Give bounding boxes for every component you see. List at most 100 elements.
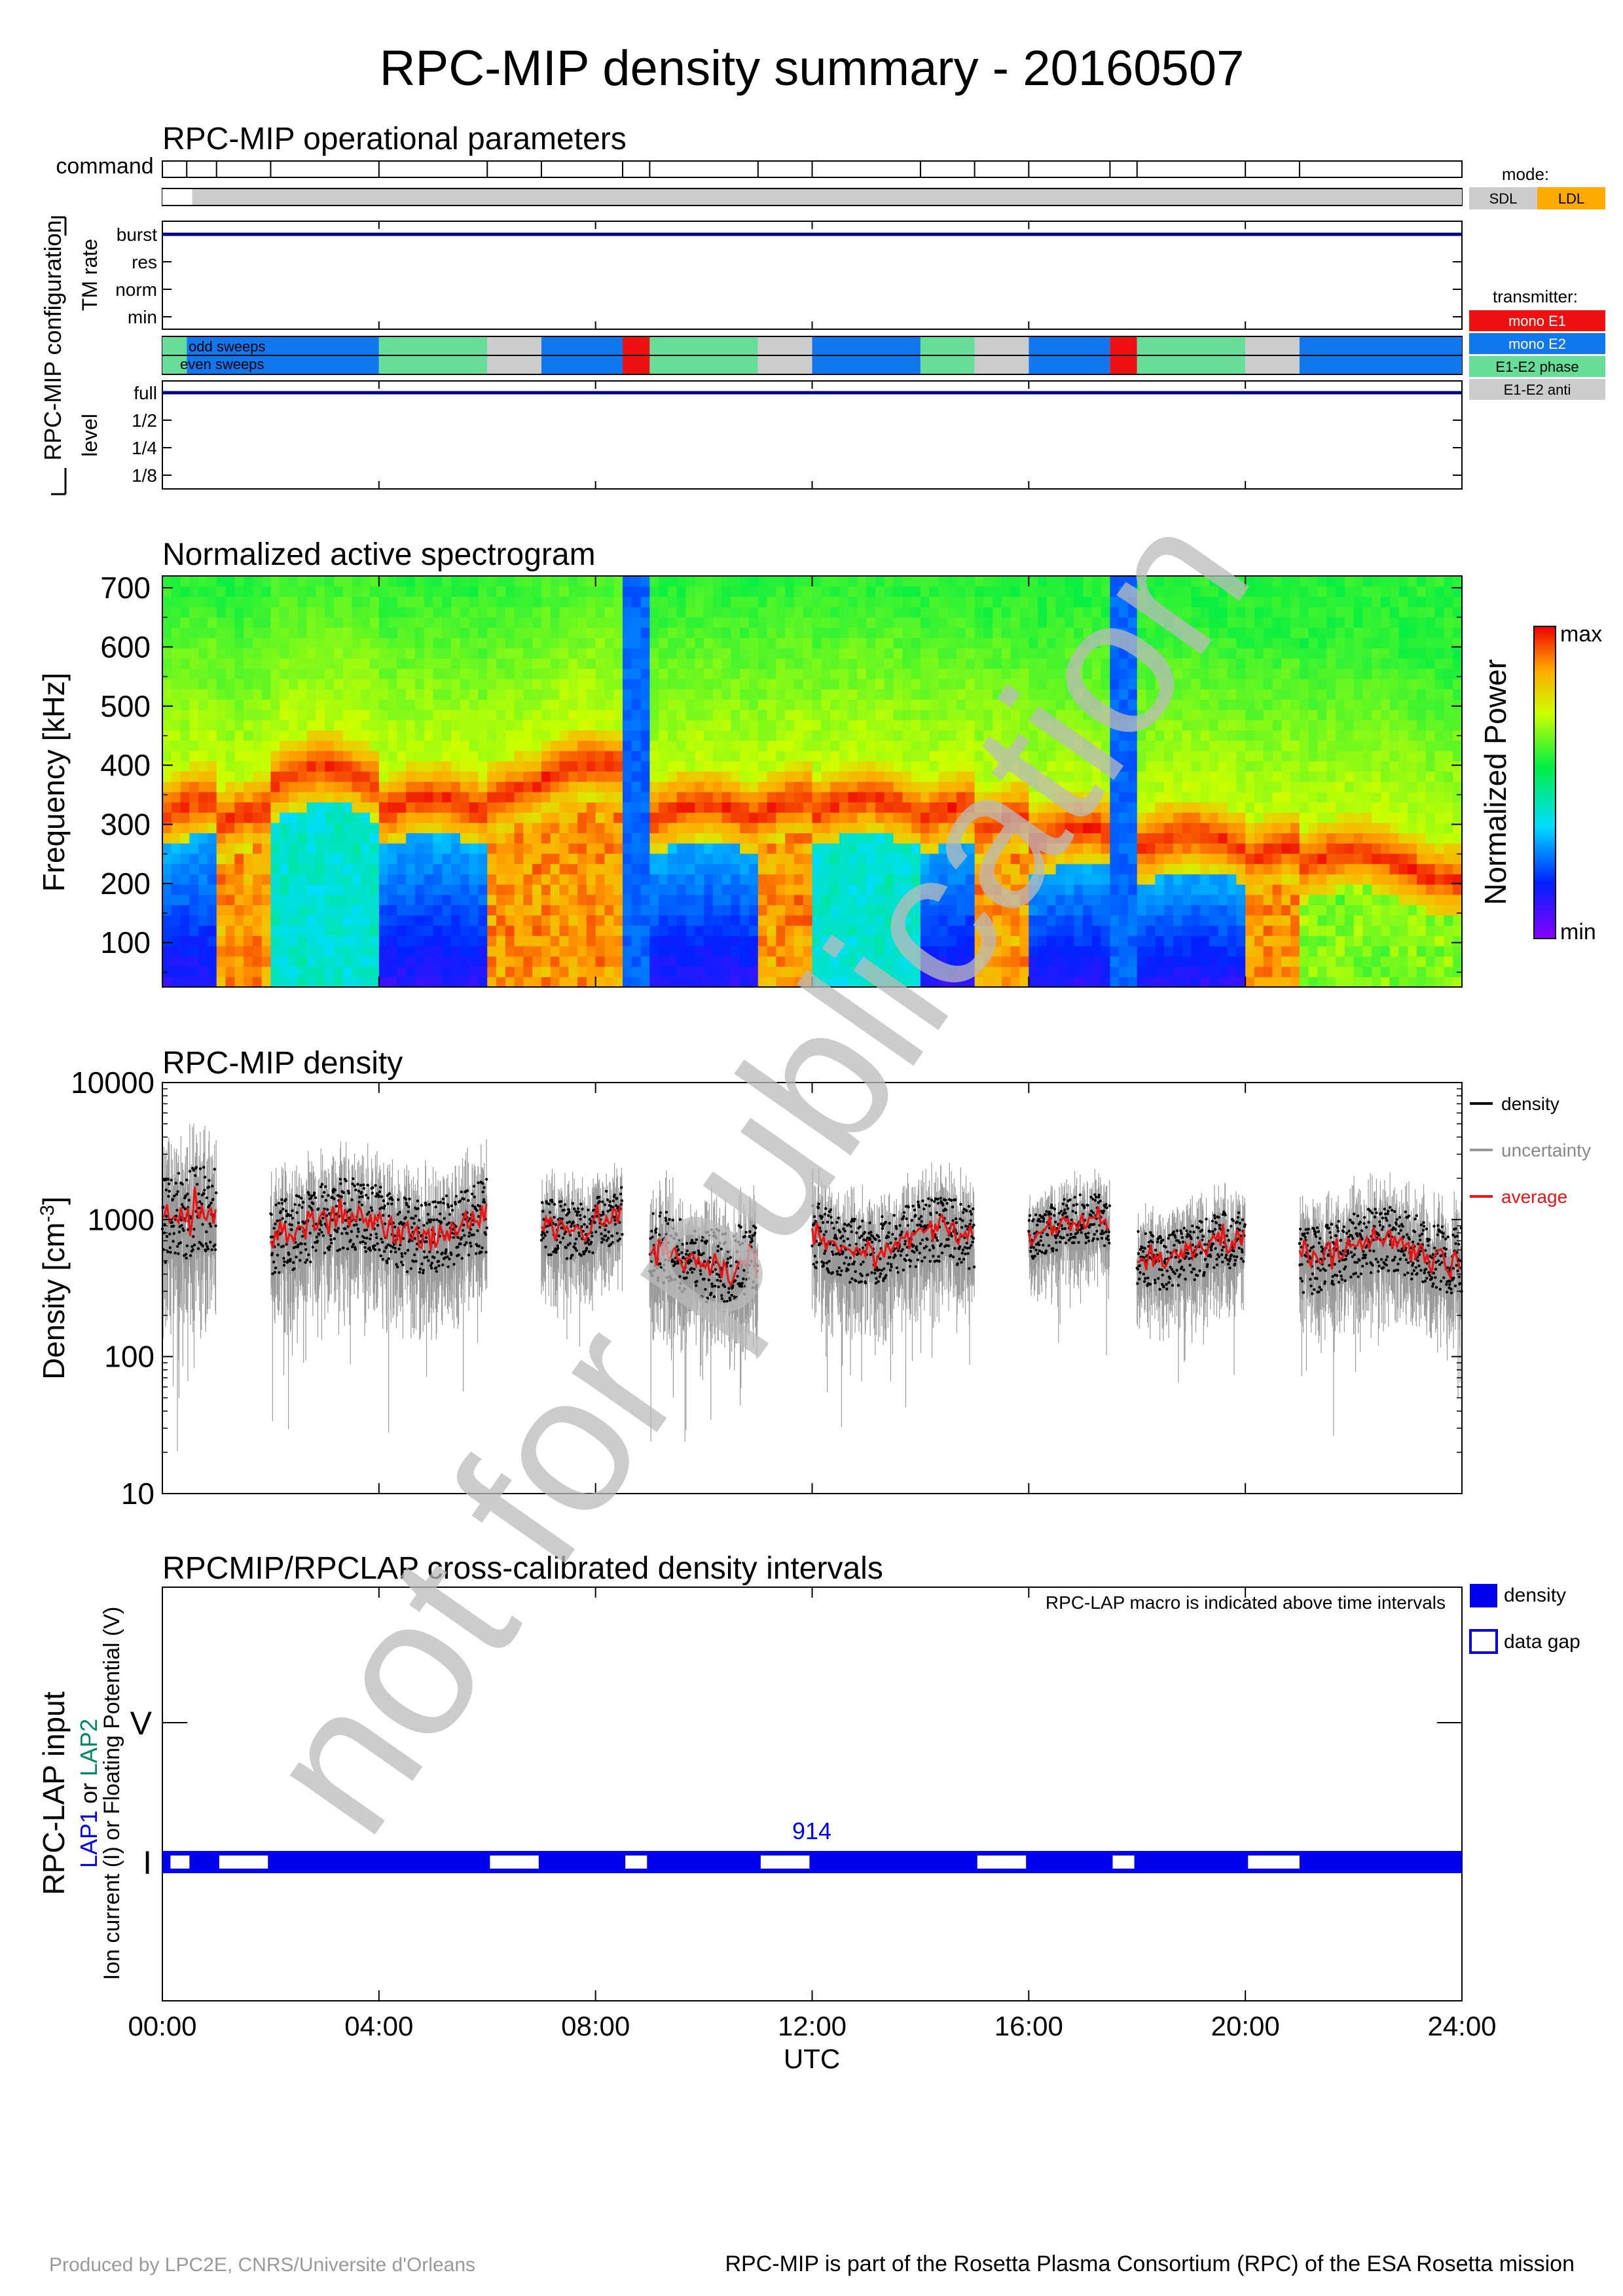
spectrogram-cell bbox=[478, 812, 488, 823]
spectrogram-cell bbox=[1218, 843, 1228, 854]
spectrogram-cell bbox=[1155, 822, 1165, 834]
spectrogram-cell bbox=[325, 946, 335, 957]
spectrogram-cell bbox=[659, 935, 668, 946]
spectrogram-cell bbox=[1074, 966, 1084, 977]
spectrogram-cell bbox=[460, 699, 470, 710]
spectrogram-cell bbox=[957, 946, 966, 957]
spectrogram-cell bbox=[776, 894, 786, 905]
level-1/4: 1/4 bbox=[132, 438, 157, 458]
spectrogram-cell bbox=[848, 843, 858, 854]
spectrogram-cell bbox=[442, 647, 452, 659]
spectrogram-cell bbox=[974, 935, 985, 946]
spectrogram-cell bbox=[171, 925, 181, 937]
spectrogram-cell bbox=[1173, 833, 1183, 844]
spectrogram-cell bbox=[712, 781, 723, 793]
spectrogram-cell bbox=[659, 802, 668, 813]
spectrogram-cell bbox=[875, 843, 885, 854]
spectrogram-cell bbox=[595, 637, 606, 649]
spectrogram-cell bbox=[316, 586, 325, 597]
spectrogram-cell bbox=[442, 915, 452, 926]
spectrogram-cell bbox=[749, 617, 759, 628]
spectrogram-cell bbox=[749, 946, 759, 957]
spectrogram-cell bbox=[342, 730, 353, 741]
spectrogram-cell bbox=[451, 833, 461, 844]
spectrogram-cell bbox=[757, 925, 768, 937]
spectrogram-cell bbox=[198, 679, 208, 690]
spectrogram-cell bbox=[469, 956, 479, 967]
spectrogram-cell bbox=[189, 822, 199, 834]
spectrogram-cell bbox=[378, 576, 389, 587]
spectrogram-cell bbox=[749, 791, 759, 802]
mode-legend-sdl: SDL bbox=[1489, 190, 1518, 207]
spectrogram-cell bbox=[839, 740, 849, 751]
spectrogram-cell bbox=[406, 586, 416, 597]
spectrogram-cell bbox=[803, 884, 813, 895]
spectrogram-cell bbox=[270, 956, 280, 967]
spectrogram-cell bbox=[631, 658, 642, 669]
spectrogram-cell bbox=[189, 637, 199, 649]
spectrogram-cell bbox=[839, 874, 849, 885]
spectrogram-cell bbox=[911, 812, 921, 823]
spectrogram-cell bbox=[911, 586, 921, 597]
spectrogram-cell bbox=[559, 637, 569, 649]
spectrogram-cell bbox=[1137, 822, 1147, 834]
spectrogram-cell bbox=[162, 822, 172, 834]
spectrogram-cell bbox=[1182, 812, 1192, 823]
spectrogram-cell bbox=[803, 679, 813, 690]
spectrogram-cell bbox=[433, 750, 443, 762]
spectrogram-cell bbox=[757, 730, 768, 741]
spectrogram-cell bbox=[397, 966, 407, 977]
spectrogram-cell bbox=[685, 689, 695, 700]
spectrogram-cell bbox=[288, 915, 299, 926]
spectrogram-cell bbox=[659, 761, 668, 772]
spectrogram-cell bbox=[920, 668, 930, 679]
spectrogram-cell bbox=[1200, 740, 1210, 751]
spectrogram-cell bbox=[460, 576, 470, 587]
spectrogram-cell bbox=[1127, 977, 1138, 988]
spectrogram-cell bbox=[1200, 853, 1210, 865]
spectrogram-cell bbox=[577, 647, 587, 659]
spectrogram-cell bbox=[974, 637, 985, 649]
spectrogram-cell bbox=[487, 647, 497, 659]
spectrogram-cell bbox=[848, 935, 858, 946]
spectrogram-cell bbox=[902, 946, 912, 957]
spectrogram-cell bbox=[875, 781, 885, 793]
spectrogram-cell bbox=[623, 863, 632, 874]
spectrogram-cell bbox=[911, 750, 921, 762]
spectrogram-cell bbox=[821, 576, 831, 587]
spectrogram-cell bbox=[957, 977, 966, 988]
spectrogram-cell bbox=[577, 781, 587, 793]
spectrogram-cell bbox=[911, 822, 921, 834]
spectrogram-cell bbox=[424, 637, 434, 649]
spectrogram-cell bbox=[604, 874, 614, 885]
spectrogram-cell bbox=[631, 935, 642, 946]
spectrogram-cell bbox=[333, 576, 344, 587]
spectrogram-cell bbox=[740, 791, 750, 802]
spectrogram-cell bbox=[1227, 894, 1237, 905]
spectrogram-cell bbox=[920, 812, 930, 823]
spectrogram-cell bbox=[857, 740, 867, 751]
spectrogram-cell bbox=[496, 719, 506, 731]
spectrogram-cell bbox=[1155, 956, 1165, 967]
spectrogram-cell bbox=[388, 977, 398, 988]
spectrogram-cell bbox=[1191, 761, 1201, 772]
spectrogram-cell bbox=[442, 761, 452, 772]
spectrogram-cell bbox=[1245, 977, 1255, 988]
spectrogram-cell bbox=[1227, 946, 1237, 957]
spectrogram-cell bbox=[252, 740, 263, 751]
spectrogram-cell bbox=[414, 853, 425, 865]
spectrogram-cell bbox=[920, 719, 930, 731]
spectrogram-cell bbox=[803, 627, 813, 638]
spectrogram-cell bbox=[821, 781, 831, 793]
spectrogram-cell bbox=[316, 699, 325, 710]
spectrogram-cell bbox=[442, 576, 452, 587]
spectrogram-cell bbox=[821, 761, 831, 772]
spectrogram-cell bbox=[469, 925, 479, 937]
spectrogram-cell bbox=[586, 761, 596, 772]
spectrogram-cell bbox=[352, 791, 361, 802]
spectrogram-cell bbox=[721, 658, 732, 669]
spectrogram-cell bbox=[1236, 863, 1246, 874]
spectrogram-cell bbox=[613, 586, 623, 597]
spectrogram-cell bbox=[1236, 699, 1246, 710]
spectrogram-cell bbox=[659, 791, 668, 802]
